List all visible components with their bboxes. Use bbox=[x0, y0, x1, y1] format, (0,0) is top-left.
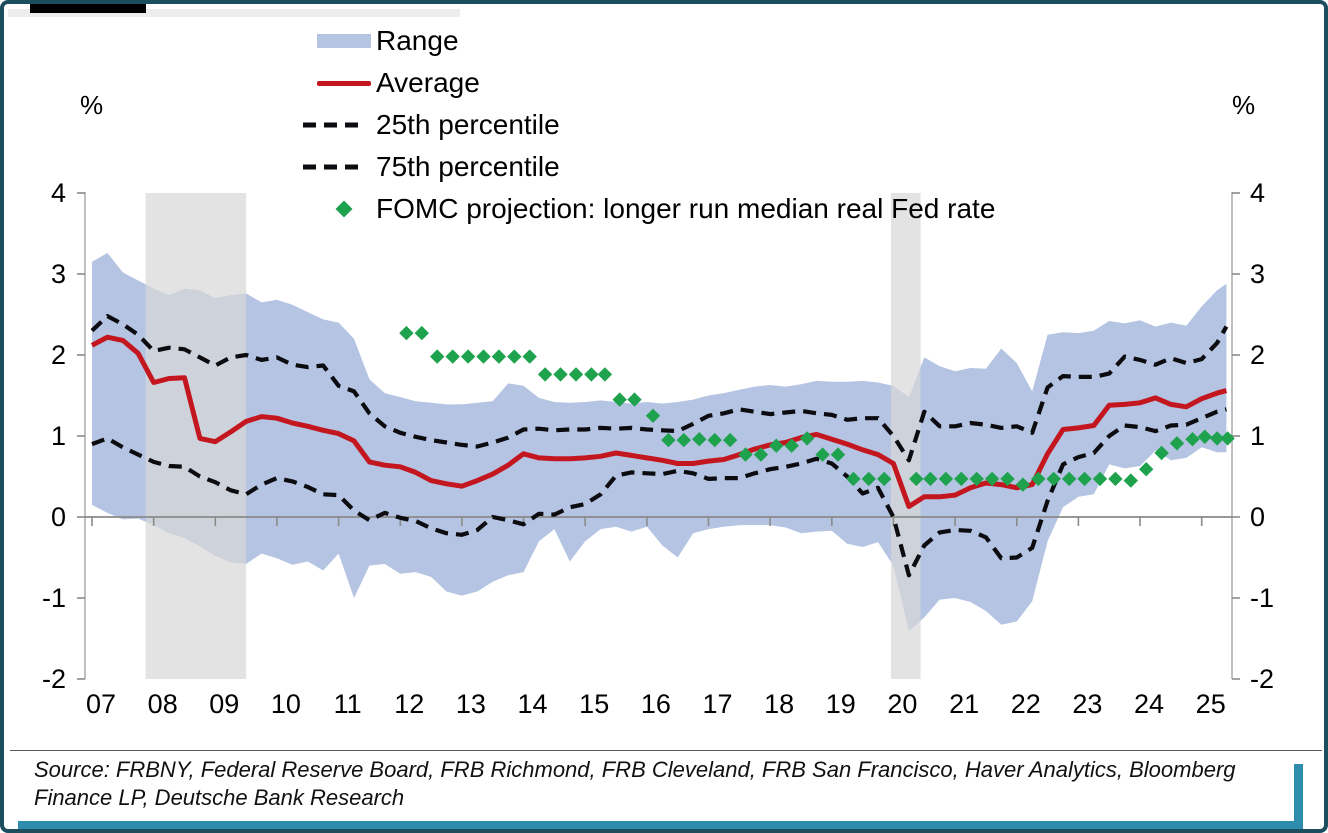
svg-text:12: 12 bbox=[394, 689, 424, 719]
svg-text:-1: -1 bbox=[42, 583, 66, 613]
svg-text:20: 20 bbox=[887, 689, 917, 719]
svg-text:3: 3 bbox=[1250, 259, 1265, 289]
source-line-1: Source: FRBNY, Federal Reserve Board, FR… bbox=[34, 757, 1236, 782]
range-area bbox=[92, 252, 1227, 632]
recession-band bbox=[145, 193, 247, 679]
svg-text:14: 14 bbox=[517, 689, 547, 719]
fomc-projection-points bbox=[399, 325, 1235, 492]
legend-label-average: Average bbox=[376, 67, 480, 98]
y-axis-unit-left: % bbox=[80, 90, 104, 120]
svg-text:07: 07 bbox=[86, 689, 116, 719]
svg-text:13: 13 bbox=[456, 689, 486, 719]
svg-text:11: 11 bbox=[334, 689, 362, 719]
legend-label-25th-percentile: 25th percentile bbox=[376, 109, 560, 140]
svg-text:1: 1 bbox=[1250, 421, 1265, 451]
axis-lines bbox=[77, 192, 1240, 680]
p75-line bbox=[90, 314, 1229, 463]
svg-text:10: 10 bbox=[271, 689, 301, 719]
teal-right-accent-bar bbox=[1294, 764, 1303, 829]
svg-text:-2: -2 bbox=[42, 664, 66, 694]
y-axis-tick-labels: 4 4 3 3 2 2 1 1 0 0 -1 -1 -2 -2 bbox=[42, 178, 1274, 694]
svg-text:2: 2 bbox=[1250, 340, 1265, 370]
legend-label-range: Range bbox=[376, 25, 459, 56]
svg-text:19: 19 bbox=[826, 689, 856, 719]
svg-text:4: 4 bbox=[1250, 178, 1265, 208]
svg-text:0: 0 bbox=[51, 502, 66, 532]
average-line-swatch bbox=[317, 80, 371, 86]
svg-text:21: 21 bbox=[949, 689, 979, 719]
svg-text:16: 16 bbox=[641, 689, 671, 719]
svg-text:3: 3 bbox=[51, 259, 66, 289]
svg-text:-2: -2 bbox=[1250, 664, 1274, 694]
source-separator-line bbox=[10, 750, 1322, 751]
legend-item-fomc: FOMC projection: longer run median real … bbox=[302, 188, 995, 230]
svg-text:23: 23 bbox=[1072, 689, 1102, 719]
range-swatch bbox=[317, 34, 371, 48]
legend-label-75th-percentile: 75th percentile bbox=[376, 151, 560, 182]
svg-text:-1: -1 bbox=[1250, 583, 1274, 613]
svg-text:09: 09 bbox=[209, 689, 239, 719]
dashed-line-swatch-25 bbox=[303, 122, 365, 128]
average-line bbox=[90, 334, 1228, 509]
legend-item-average: Average bbox=[302, 62, 995, 104]
fomc-diamond-icon bbox=[335, 200, 353, 218]
svg-text:18: 18 bbox=[764, 689, 794, 719]
dashed-line-swatch-75 bbox=[303, 164, 365, 170]
x-axis-tick-labels: 07 08 09 10 11 12 13 14 15 16 17 18 19 20 21 22 23 24 25 bbox=[86, 689, 1226, 719]
top-gray-strip bbox=[8, 9, 460, 17]
svg-text:17: 17 bbox=[702, 689, 732, 719]
legend-item-range: Range bbox=[302, 20, 995, 62]
source-line-2: Finance LP, Deutsche Bank Research bbox=[34, 785, 405, 810]
top-black-bar bbox=[30, 4, 146, 13]
real-fed-rate-chart: 4 43 32 21 10 0-1 -1-2 -207 08 09 10 11 12 13 14 15 16 17… bbox=[42, 178, 1274, 719]
legend-item-75th: 75th percentile bbox=[302, 146, 995, 188]
y-axis-unit-right: % bbox=[1232, 90, 1256, 120]
legend-item-25th: 25th percentile bbox=[302, 104, 995, 146]
legend: Range Average 25th percentile 75th perce… bbox=[302, 20, 995, 230]
svg-text:0: 0 bbox=[1250, 502, 1265, 532]
svg-text:25: 25 bbox=[1196, 689, 1226, 719]
svg-text:24: 24 bbox=[1134, 689, 1164, 719]
teal-bottom-accent-bar bbox=[18, 821, 1302, 829]
svg-text:08: 08 bbox=[148, 689, 178, 719]
legend-label-fomc: FOMC projection: longer run median real … bbox=[376, 193, 996, 224]
svg-text:22: 22 bbox=[1011, 689, 1041, 719]
svg-text:2: 2 bbox=[51, 340, 66, 370]
svg-text:1: 1 bbox=[51, 421, 66, 451]
svg-text:4: 4 bbox=[51, 178, 66, 208]
source-text: Source: FRBNY, Federal Reserve Board, FR… bbox=[34, 756, 1279, 812]
svg-text:15: 15 bbox=[579, 689, 609, 719]
